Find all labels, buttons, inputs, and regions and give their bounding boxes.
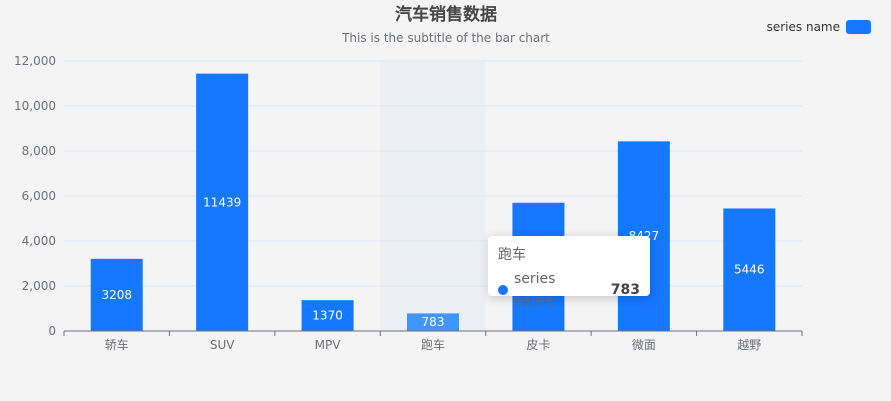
bar-value-label: 1370 bbox=[312, 309, 343, 323]
y-tick-label: 6,000 bbox=[22, 189, 56, 203]
bar-value-label: 3208 bbox=[101, 288, 132, 302]
legend-label[interactable]: series name bbox=[767, 20, 840, 34]
x-tick-label: 越野 bbox=[737, 338, 761, 352]
x-tick-label: 轿车 bbox=[105, 337, 129, 352]
bar[interactable] bbox=[723, 208, 776, 331]
axis-layer: 0 2,000 4,000 6,000 8,000 10,000 12,000 轿车 SUV MP… bbox=[14, 54, 803, 352]
y-tick-label: 8,000 bbox=[22, 144, 56, 158]
tooltip: 跑车 series name 783 bbox=[488, 236, 650, 309]
x-tick-label: 皮卡 bbox=[526, 338, 550, 352]
bar[interactable] bbox=[407, 313, 459, 331]
bar-value-label: 11439 bbox=[203, 195, 241, 209]
bar[interactable] bbox=[196, 73, 249, 331]
y-tick-label: 4,000 bbox=[22, 234, 56, 248]
x-tick-label: 跑车 bbox=[421, 337, 445, 352]
x-tick-label: 微面 bbox=[632, 338, 656, 352]
bar-value-label: 5446 bbox=[734, 263, 765, 277]
y-tick-label: 10,000 bbox=[14, 99, 56, 113]
chart-subtitle: This is the subtitle of the bar chart bbox=[341, 31, 550, 45]
grid-layer bbox=[64, 60, 802, 287]
tooltip-value: 783 bbox=[610, 282, 640, 298]
y-tick-label: 0 bbox=[48, 324, 56, 338]
x-tick-label: MPV bbox=[315, 338, 342, 352]
series-color-dot bbox=[498, 285, 508, 295]
y-tick-label: 2,000 bbox=[22, 279, 56, 293]
tooltip-title: 跑车 bbox=[498, 247, 526, 263]
bar[interactable] bbox=[301, 300, 354, 331]
legend[interactable]: series name bbox=[767, 20, 871, 34]
x-tick-label: SUV bbox=[210, 338, 235, 352]
y-tick-label: 12,000 bbox=[14, 54, 56, 68]
legend-swatch[interactable] bbox=[846, 20, 871, 34]
chart-title: 汽车销售数据 bbox=[395, 4, 497, 25]
bar-value-label: 783 bbox=[422, 315, 445, 329]
tooltip-series-name: series name bbox=[514, 271, 556, 309]
tooltip-row: series name 783 bbox=[498, 268, 640, 312]
bar[interactable] bbox=[90, 258, 143, 331]
